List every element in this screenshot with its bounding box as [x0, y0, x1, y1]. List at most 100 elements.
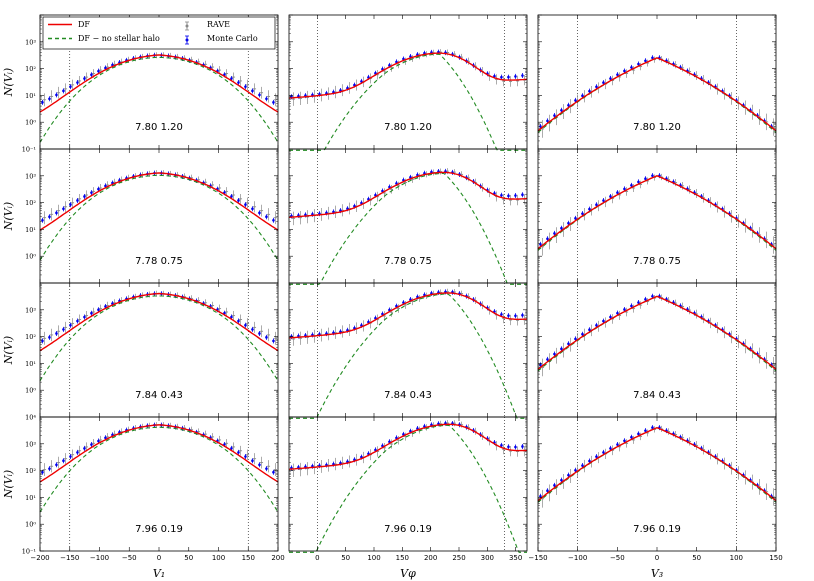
panel-r3-c1: 0 50 100 150 200 250 300 350 Vφ 7.96 0.19	[288, 416, 528, 580]
y-tick-label: 10²	[25, 65, 36, 73]
df-no-halo-curve	[289, 293, 527, 419]
x-tick-label: 350	[509, 554, 522, 562]
montecarlo-point	[644, 298, 647, 301]
montecarlo-point	[62, 207, 65, 211]
montecarlo-point	[560, 347, 563, 351]
montecarlo-point	[602, 451, 605, 454]
x-tick-label: 200	[271, 554, 284, 562]
montecarlo-point	[83, 447, 86, 450]
montecarlo-point	[651, 174, 654, 177]
montecarlo-point	[48, 467, 51, 470]
legend-frame	[42, 16, 276, 50]
montecarlo-point	[514, 194, 517, 197]
montecarlo-point	[104, 66, 107, 70]
montecarlo-point	[630, 435, 633, 439]
df-curve	[39, 424, 279, 483]
montecarlo-point	[265, 97, 268, 101]
x-tick-label: 100	[730, 554, 743, 562]
df-curve	[288, 292, 528, 339]
montecarlo-point	[609, 195, 612, 198]
montecarlo-point	[230, 195, 233, 198]
y-tick-label: 10⁰	[25, 119, 36, 127]
x-tick-label: 100	[367, 554, 380, 562]
montecarlo-point	[567, 473, 570, 477]
montecarlo-point	[588, 328, 591, 331]
panel-label: 7.96 0.19	[633, 524, 681, 535]
x-tick-label: −100	[568, 554, 587, 562]
montecarlo-point	[623, 439, 626, 443]
y-tick-label: 10⁰	[25, 521, 36, 529]
legend-label: Monte Carlo	[207, 34, 258, 43]
montecarlo-point	[48, 215, 51, 219]
montecarlo-point	[237, 451, 240, 454]
montecarlo-point	[616, 191, 619, 194]
montecarlo-point	[69, 85, 72, 88]
montecarlo-point	[574, 99, 577, 102]
legend-label: RAVE	[207, 20, 230, 29]
montecarlo-point	[230, 447, 233, 450]
montecarlo-point	[581, 212, 584, 215]
montecarlo-point	[574, 337, 577, 341]
montecarlo-point	[41, 339, 44, 343]
y-tick-label: 10²	[25, 199, 36, 207]
panel-label: 7.84 0.43	[384, 390, 432, 401]
y-axis-label: N(Vᵢ)	[2, 202, 15, 231]
x-tick-label: −100	[90, 554, 109, 562]
montecarlo-point	[514, 314, 517, 318]
x-tick-label: 150	[396, 554, 409, 562]
df-curve	[288, 52, 528, 99]
montecarlo-point	[76, 451, 79, 454]
y-tick-label: 10³	[25, 440, 36, 448]
montecarlo-point	[651, 56, 654, 60]
montecarlo-point	[609, 315, 612, 319]
x-tick-label: 150	[242, 554, 255, 562]
montecarlo-point	[588, 89, 591, 93]
panel-label: 7.96 0.19	[384, 524, 432, 535]
montecarlo-point	[237, 81, 240, 84]
x-tick-label: 0	[157, 554, 161, 562]
montecarlo-point	[574, 217, 577, 220]
montecarlo-point	[244, 323, 247, 327]
df-curve	[288, 171, 528, 218]
montecarlo-point	[546, 489, 549, 493]
montecarlo-point	[581, 464, 584, 467]
montecarlo-point	[644, 429, 647, 432]
montecarlo-point	[581, 332, 584, 336]
montecarlo-point	[560, 478, 563, 482]
montecarlo-point	[630, 184, 633, 187]
montecarlo-point	[237, 199, 240, 202]
montecarlo-point	[567, 221, 570, 225]
montecarlo-point	[76, 81, 79, 84]
panel-label: 7.84 0.43	[633, 390, 681, 401]
montecarlo-point	[553, 484, 556, 487]
x-tick-label: 100	[212, 554, 225, 562]
montecarlo-point	[651, 294, 654, 298]
montecarlo-point	[272, 339, 275, 343]
montecarlo-point	[514, 445, 517, 449]
montecarlo-point	[76, 319, 79, 323]
x-tick-label: −150	[60, 554, 79, 562]
panel-frame	[288, 416, 528, 552]
montecarlo-point	[595, 85, 598, 89]
montecarlo-point	[616, 443, 619, 446]
montecarlo-point	[507, 314, 510, 317]
df-no-halo-curve	[289, 424, 527, 553]
montecarlo-point	[265, 215, 268, 219]
montecarlo-point	[595, 324, 598, 327]
df-curve	[537, 295, 777, 370]
montecarlo-point	[507, 75, 510, 79]
montecarlo-point	[55, 463, 58, 467]
legend-label: DF − no stellar halo	[78, 34, 160, 43]
montecarlo-point	[637, 432, 640, 436]
montecarlo-point	[55, 332, 58, 335]
panel-r2-c0: 10⁰ 10¹ 10² 10³ N(Vᵢ) 7.84 0.43	[2, 282, 279, 418]
y-tick-label: 10⁰	[25, 253, 36, 261]
df-curve	[537, 175, 777, 250]
montecarlo-point	[83, 77, 86, 80]
y-tick-label: 10⁴	[25, 414, 36, 422]
montecarlo-point	[55, 211, 58, 215]
montecarlo-point	[609, 447, 612, 450]
montecarlo-point	[609, 77, 612, 80]
y-tick-label: 10⁻¹	[22, 548, 37, 556]
x-tick-label: 50	[692, 554, 701, 562]
